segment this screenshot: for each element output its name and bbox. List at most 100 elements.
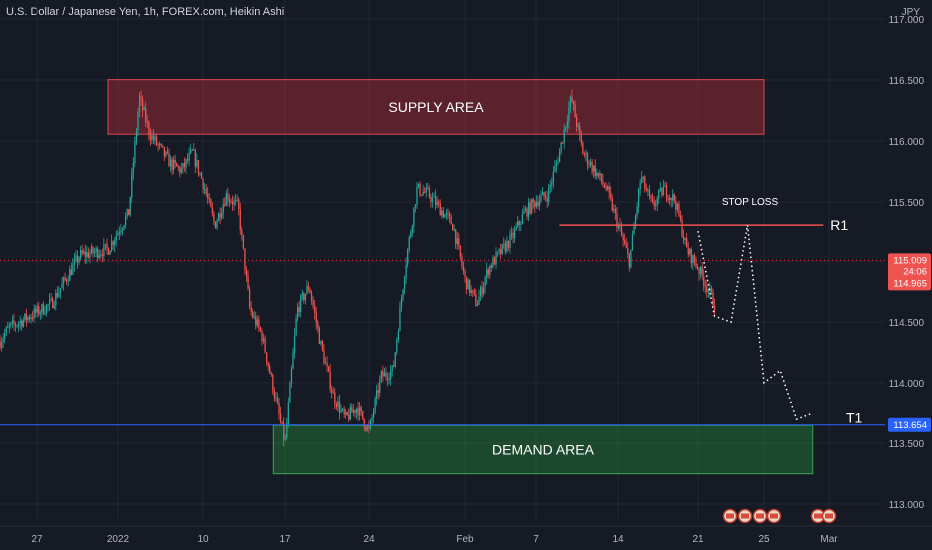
candle-body [278, 403, 280, 414]
candle-body [696, 267, 699, 269]
candle-body [321, 341, 324, 350]
candle-body [10, 322, 12, 326]
candle-body [143, 108, 145, 111]
y-tick-label: 116.500 [889, 76, 925, 87]
candle-body [408, 237, 410, 250]
candle-body [372, 411, 375, 417]
candle-body [390, 371, 392, 380]
candle-body [403, 277, 406, 290]
candle-body [13, 320, 15, 325]
candle-body [106, 243, 108, 249]
candle-body [55, 292, 57, 306]
x-tick-label: Feb [456, 534, 474, 545]
candle-body [273, 391, 276, 398]
candle-body [332, 392, 334, 394]
candle-body [614, 208, 617, 214]
t1-price-badge-label: 113.654 [893, 420, 927, 431]
candle-body [154, 136, 156, 141]
candle-body [673, 194, 675, 202]
candle-body [472, 290, 474, 292]
candle-body [190, 149, 192, 154]
x-tick-label: 2022 [107, 534, 130, 545]
candle-body [304, 294, 307, 301]
candle-body [461, 256, 463, 266]
candle-body [239, 209, 241, 230]
candle-body [400, 298, 403, 308]
candle-body [479, 287, 482, 297]
candle-body [586, 153, 589, 165]
candle-body [441, 210, 443, 216]
candle-body [159, 143, 161, 145]
candle-body [61, 283, 63, 289]
demand-zone[interactable] [272, 424, 814, 475]
candle-body [28, 317, 31, 320]
candle-body [495, 252, 497, 265]
candle-body [134, 141, 136, 164]
candle-body [62, 277, 65, 284]
candle-body [682, 236, 685, 240]
candle-body [318, 327, 320, 344]
candle-body [211, 206, 214, 214]
candle-body [219, 213, 221, 218]
candle-body [690, 248, 692, 264]
candle-body [315, 312, 317, 323]
candle-body [185, 159, 187, 168]
candle-body [354, 410, 356, 413]
candle-body [548, 187, 550, 202]
candle-body [410, 232, 412, 238]
candle-body [233, 200, 235, 205]
candle-body [695, 262, 697, 268]
candle-body [312, 300, 314, 307]
candle-body [107, 248, 110, 255]
candle-body [416, 186, 418, 205]
candle-body [582, 142, 584, 155]
candle-body [33, 308, 35, 319]
candle-body [672, 194, 674, 201]
projection-path[interactable] [697, 224, 814, 421]
candle-body [667, 197, 669, 200]
candle-body [18, 323, 20, 326]
candle-body [641, 177, 643, 183]
candle-body [360, 407, 362, 411]
candle-body [524, 208, 527, 212]
x-tick-label: 27 [31, 534, 43, 545]
stop-loss-label: STOP LOSS [722, 197, 779, 208]
x-tick-label: 10 [197, 534, 209, 545]
candle-body [391, 365, 393, 372]
candle-body [580, 133, 582, 143]
candle-body [340, 409, 342, 413]
candle-body [276, 397, 279, 404]
candle-body [103, 244, 105, 257]
event-flag-icon [814, 513, 822, 519]
candle-body [24, 313, 26, 320]
candle-body [213, 213, 215, 222]
candle-body [439, 203, 441, 216]
candle-body [554, 166, 556, 172]
candle-body [599, 173, 601, 176]
candle-body [496, 251, 499, 253]
candle-body [78, 257, 80, 263]
candle-body [428, 188, 431, 197]
candle-body [83, 251, 85, 254]
candle-body [165, 151, 167, 157]
candle-body [374, 398, 376, 412]
candle-body [236, 199, 238, 201]
candle-body [448, 213, 451, 217]
candle-body [287, 402, 289, 424]
candle-body [591, 161, 593, 172]
candle-body [555, 162, 558, 167]
candle-body [89, 253, 91, 258]
candle-body [19, 320, 21, 324]
candle-body [64, 277, 66, 280]
supply-zone[interactable] [107, 79, 765, 135]
candle-body [173, 159, 175, 170]
candle-body [70, 269, 72, 275]
event-flag-icon [726, 513, 734, 519]
candle-body [50, 298, 52, 300]
candle-body [121, 228, 124, 231]
candle-body [224, 204, 226, 206]
candle-body [179, 167, 181, 173]
candle-body [541, 192, 544, 196]
candle-body [328, 366, 330, 372]
